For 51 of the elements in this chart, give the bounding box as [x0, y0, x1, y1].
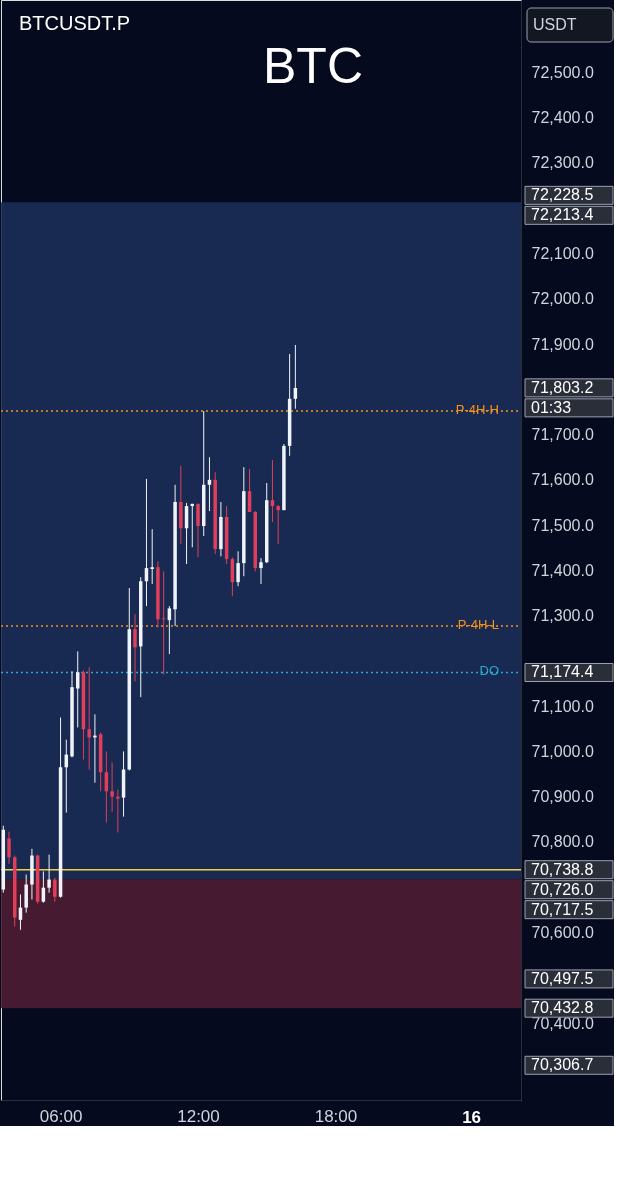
y-tick-label: 71,600.0	[531, 471, 594, 489]
y-tick-label: 72,400.0	[531, 109, 594, 127]
y-tick-label: 71,100.0	[531, 697, 594, 715]
ref-line-label: P-4H-L	[457, 617, 499, 633]
x-tick-label: 18:00	[314, 1106, 358, 1126]
y-tick-label: 70,738.8	[531, 860, 594, 878]
text: 70,717.5	[531, 900, 594, 918]
y-tick-label: 72,300.0	[531, 154, 594, 172]
candlestick	[276, 504, 280, 545]
y-tick-label: 70,306.7	[531, 1056, 594, 1074]
y-tick-label: 71,000.0	[531, 742, 594, 760]
y-tick-label: 70,400.0	[531, 1014, 594, 1032]
candlestick	[24, 874, 28, 914]
candlestick	[110, 761, 114, 813]
candlestick	[259, 557, 263, 585]
candlestick	[196, 503, 200, 558]
text: 16	[462, 1108, 482, 1127]
y-tick-label: 70,800.0	[531, 833, 594, 851]
x-tick-label: 06:00	[39, 1106, 83, 1126]
y-tick-label: 70,497.5	[531, 969, 594, 987]
candlestick	[150, 528, 154, 585]
text: BTCUSDT.P	[19, 12, 131, 34]
y-axis-title: USDT	[533, 16, 577, 33]
y-tick-label: 72,000.0	[531, 290, 594, 308]
y-tick-label: 72,500.0	[531, 63, 594, 81]
candlestick	[7, 831, 11, 865]
y-tick-label: 70,600.0	[531, 924, 594, 942]
candlestick	[133, 613, 137, 682]
candlestick	[47, 854, 51, 894]
candlestick	[87, 666, 91, 771]
y-tick-label: 72,100.0	[531, 245, 594, 262]
text: BTC	[263, 38, 363, 94]
candlestick	[53, 877, 57, 903]
y-tick-label: 71,300.0	[531, 607, 594, 625]
y-tick-label: 72,228.5	[531, 186, 594, 204]
text: 70,726.0	[531, 880, 594, 898]
y-tick-label: 70,900.0	[531, 788, 594, 806]
candlestick	[236, 550, 240, 587]
y-tick-label: 71,900.0	[531, 335, 594, 353]
text: 72,213.4	[531, 206, 594, 224]
text: 01:33	[531, 398, 572, 416]
candlestick	[116, 788, 120, 833]
ref-line-label: P-4H-H	[455, 402, 499, 418]
y-tick-label: 71,803.2	[531, 378, 594, 396]
y-tick-label: 71,700.0	[531, 426, 594, 444]
y-tick-label: 71,400.0	[531, 561, 594, 579]
x-tick-label: 12:00	[177, 1106, 220, 1126]
y-tick-label: 70,432.8	[531, 999, 594, 1017]
y-tick-label: 71,174.4	[531, 663, 594, 681]
candlestick	[161, 570, 166, 675]
y-tick-label: 71,500.0	[531, 516, 594, 534]
